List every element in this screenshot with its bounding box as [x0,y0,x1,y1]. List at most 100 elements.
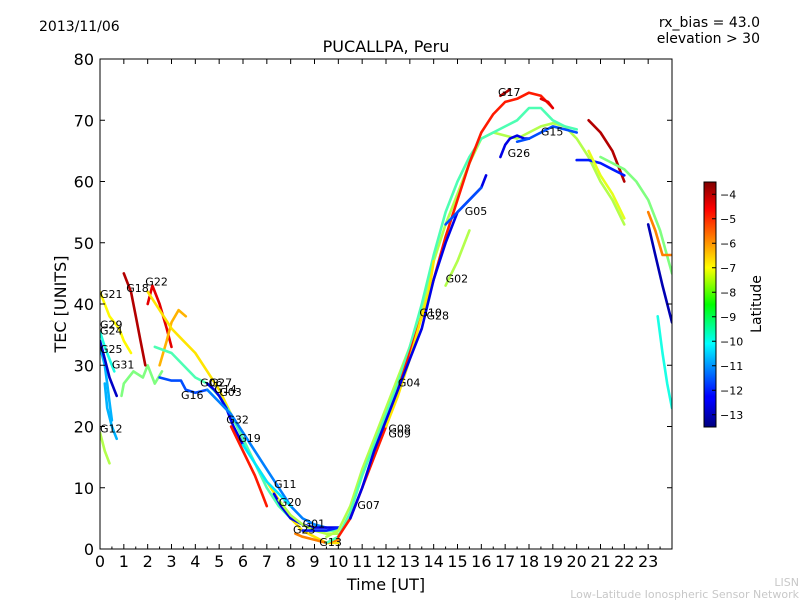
x-tick-label-23: 23 [638,552,658,571]
y-tick-label-70: 70 [74,111,94,130]
series-label-g19: G19 [238,432,261,445]
series-label-g15: G15 [541,126,564,139]
series-label-g09: G09 [388,428,411,441]
x-tick-label-7: 7 [262,552,272,571]
colorbar-tick-label: −7 [720,262,736,275]
series-g31 [120,364,164,398]
series-label-g28: G28 [427,309,450,322]
elevation-label: elevation > 30 [657,31,760,47]
series-label-g29: G29 [100,319,123,332]
colorbar-tick-label: −9 [720,311,736,324]
series-label-g05: G05 [465,205,488,218]
series-label-g22: G22 [145,276,168,289]
series-g36 [656,315,672,410]
colorbar-tick-label: −10 [720,335,743,348]
series-label-g03: G03 [219,386,242,399]
colorbar-tick-label: −11 [720,360,743,373]
y-tick-label-0: 0 [84,540,94,559]
series-g09 [384,259,435,428]
x-tick-label-12: 12 [376,552,396,571]
series-label-g21: G21 [100,288,123,301]
series-g17 [499,88,512,98]
series-g10 [325,106,578,545]
footer-lisn: LISN [774,576,799,589]
series-g16 [158,376,209,395]
series-label-g25: G25 [100,343,123,356]
y-axis-label: TEC [UNITS] [51,256,70,354]
x-tick-label-8: 8 [286,552,296,571]
series-g12 [103,382,118,441]
series-g25 [100,339,118,398]
series-g13 [301,526,340,532]
series-g33 [599,155,672,275]
series-g05 [444,186,483,226]
series-g02 [444,229,471,287]
x-tick-label-10: 10 [328,552,348,571]
x-tick-label-13: 13 [400,552,420,571]
y-tick-label-80: 80 [74,50,94,69]
series-g17b [539,97,555,110]
colorbar-tick-label: −13 [720,409,743,422]
series-g32 [229,425,269,508]
series-label-g23: G23 [293,524,316,537]
series-g20 [277,498,340,535]
y-tick-label-50: 50 [74,234,94,253]
plot-frame [99,58,673,550]
series-label-g08: G08 [388,423,411,436]
series-label-g12: G12 [100,423,123,436]
series-g07 [325,122,626,539]
x-tick-label-21: 21 [590,552,610,571]
series-label-g13: G13 [319,536,342,549]
series-g18 [122,272,147,367]
chart-title: PUCALLPA, Peru [323,37,450,56]
x-tick-label-22: 22 [614,552,634,571]
colorbar-tick-label: −8 [720,286,736,299]
series-g08 [337,91,555,539]
series-g24 [100,345,114,422]
y-tick-label-20: 20 [74,418,94,437]
series-label-g01: G01 [303,518,326,531]
footer-network: Low-Latitude Ionospheric Sensor Network [570,588,799,600]
rx-bias-label: rx_bias = 43.0 [659,15,760,31]
series-label-g32: G32 [226,413,249,426]
series-label-g06: G06 [200,377,223,390]
series-label-g26: G26 [508,147,531,160]
x-tick-label-17: 17 [495,552,515,571]
series-label-g11: G11 [274,478,297,491]
series-g12b [100,431,111,465]
colorbar-tick-label: −5 [720,213,736,226]
x-axis-label: Time [UT] [346,575,425,594]
x-tick-label-6: 6 [238,552,248,571]
x-tick-label-3: 3 [166,552,176,571]
series-label-g14: G14 [214,383,237,396]
series-g21 [100,290,133,355]
x-tick-label-15: 15 [447,552,467,571]
series-label-g04: G04 [398,377,421,390]
series-label-g10: G10 [419,306,442,319]
x-tick-label-5: 5 [214,552,224,571]
x-tick-label-0: 0 [95,552,105,571]
x-tick-label-20: 20 [566,552,586,571]
colorbar-tick-label: −12 [720,384,743,397]
series-label-g31: G31 [112,358,135,371]
y-tick-label-30: 30 [74,356,94,375]
series-label-g07: G07 [357,499,380,512]
x-tick-label-16: 16 [471,552,491,571]
x-axis: 0 1 2 3 4 5 6 7 8 9 10 11 12 13 14 15 16 17 18 19 20 21 22 23 [95,59,661,571]
series-layer [100,88,672,545]
series-g34 [646,210,672,257]
colorbar-tick-label: −4 [720,188,736,201]
x-tick-label-1: 1 [119,552,129,571]
colorbar-tick-label: −6 [720,237,736,250]
x-tick-label-19: 19 [543,552,563,571]
colorbar-ticks: −4 −5 −6 −7 −8 −9 −10 −11 −12 −13 [712,188,743,422]
series-label-g18: G18 [126,282,149,295]
y-tick-label-40: 40 [74,295,94,314]
x-tick-label-9: 9 [309,552,319,571]
y-axis: 0 10 20 30 40 50 60 70 80 [74,50,672,559]
series-g15 [515,125,578,143]
y-tick-label-10: 10 [74,479,94,498]
x-tick-label-2: 2 [143,552,153,571]
